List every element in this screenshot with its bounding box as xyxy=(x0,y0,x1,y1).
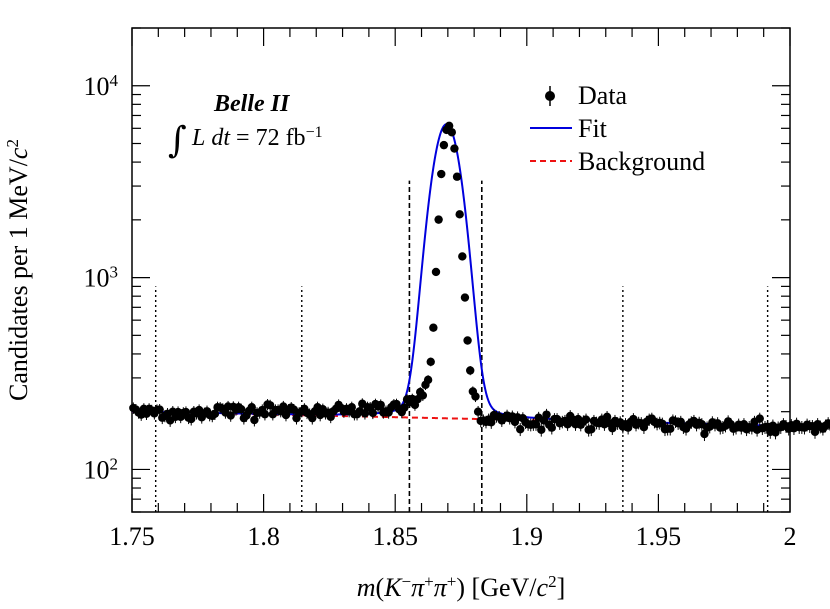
data-point xyxy=(439,140,449,150)
data-point xyxy=(226,411,235,420)
luminosity-label: L dt = 72 fb−1 xyxy=(191,124,323,152)
data-point xyxy=(434,215,443,224)
legend-fit-label: Fit xyxy=(578,114,608,143)
data-point xyxy=(755,414,764,423)
data-point xyxy=(537,425,546,434)
legend-data-marker xyxy=(545,91,555,101)
data-point xyxy=(447,128,456,137)
data-point xyxy=(810,427,820,437)
data-point xyxy=(376,400,385,410)
data-point xyxy=(473,407,483,416)
data-point xyxy=(542,410,551,419)
integral-sign: ∫ xyxy=(168,120,187,161)
experiment-label: Belle II xyxy=(213,91,291,117)
data-point xyxy=(247,403,256,412)
axis-ticks xyxy=(131,27,791,513)
x-tick-label: 2 xyxy=(784,522,797,551)
data-point xyxy=(250,415,259,425)
data-point xyxy=(531,420,541,429)
y-tick-label: 102 xyxy=(84,454,119,485)
legend: Data Fit Background xyxy=(530,81,705,176)
data-point xyxy=(602,412,612,422)
data-point xyxy=(547,423,557,432)
data-point xyxy=(423,375,433,385)
y-tick-label: 103 xyxy=(84,262,119,293)
window-lines xyxy=(154,180,769,512)
x-tick-labels: 1.75 1.8 1.85 1.9 1.95 2 xyxy=(109,522,796,551)
x-tick-label: 1.9 xyxy=(511,522,544,551)
legend-data-label: Data xyxy=(578,81,628,110)
data-point xyxy=(452,172,462,181)
data-point xyxy=(437,169,446,179)
data-point xyxy=(368,408,378,418)
legend-background-label: Background xyxy=(578,147,705,176)
x-tick-label: 1.85 xyxy=(372,522,418,551)
data-point xyxy=(463,336,472,345)
x-tick-label: 1.95 xyxy=(636,522,682,551)
data-point xyxy=(308,413,317,423)
data-point xyxy=(460,293,470,302)
data-points xyxy=(129,121,830,442)
data-point xyxy=(260,410,270,419)
x-tick-label: 1.8 xyxy=(247,522,280,551)
x-axis-title: m(K−π+π+) [GeV/c2] xyxy=(357,572,566,603)
data-point xyxy=(237,405,246,414)
plot-frame xyxy=(131,27,791,513)
data-point xyxy=(450,144,459,153)
data-point xyxy=(487,418,496,427)
data-point xyxy=(187,414,196,424)
data-point xyxy=(455,210,464,219)
data-point xyxy=(581,415,591,424)
y-axis-title: Candidates per 1 MeV/c2 xyxy=(3,139,34,401)
x-tick-label: 1.75 xyxy=(109,522,155,551)
data-point xyxy=(431,267,441,277)
data-point xyxy=(471,392,480,401)
data-point xyxy=(587,425,596,434)
data-point xyxy=(155,405,164,414)
data-point xyxy=(426,357,435,366)
data-point xyxy=(400,403,409,412)
data-point xyxy=(826,420,830,429)
data-point xyxy=(210,409,220,418)
data-point xyxy=(666,424,675,433)
data-point xyxy=(418,391,428,400)
data-point xyxy=(608,424,617,433)
data-point xyxy=(466,366,475,375)
data-point xyxy=(700,429,709,439)
y-tick-labels: 102 103 104 xyxy=(84,70,119,484)
data-point xyxy=(458,252,467,261)
data-point xyxy=(429,323,438,332)
data-point xyxy=(444,121,454,131)
data-point xyxy=(347,403,356,412)
y-tick-label: 104 xyxy=(84,70,119,101)
data-point xyxy=(516,425,525,434)
